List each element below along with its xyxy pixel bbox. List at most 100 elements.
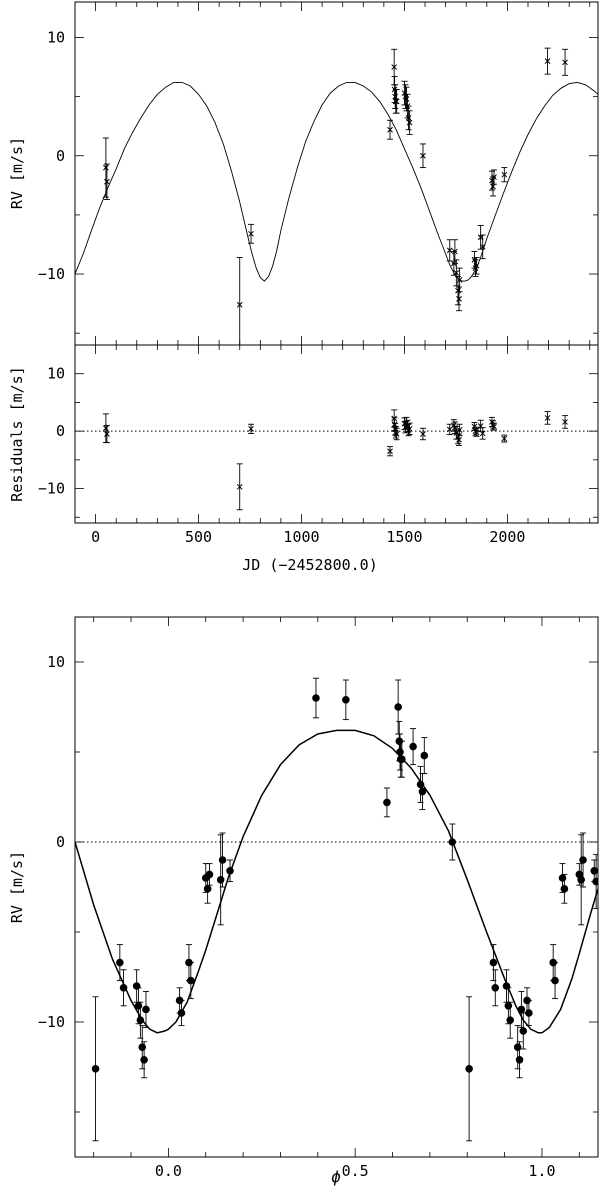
point-marker [473, 262, 480, 269]
phase-y-axis-label: RV [m/s] [8, 851, 26, 923]
rv-time-data-point [387, 119, 394, 140]
residuals-x-tick-label: 0 [91, 528, 100, 546]
rv-time-frame [74, 1, 599, 346]
residuals-x-tick-label: 500 [185, 528, 212, 546]
rv-time-data-point [489, 176, 496, 197]
rv-time-y-tick-label: −10 [38, 265, 65, 283]
phase-data-point [592, 854, 598, 910]
phase-data-point [312, 677, 320, 719]
residuals-x-tick-label: 2000 [489, 528, 525, 546]
point-marker [403, 96, 410, 102]
point-marker [519, 1027, 528, 1035]
point-marker [501, 435, 508, 442]
point-marker [448, 838, 457, 846]
point-marker [515, 1056, 524, 1064]
point-marker [398, 755, 406, 764]
point-marker [465, 1065, 473, 1073]
residuals-x-tick-label: 1500 [386, 528, 422, 546]
point-marker [517, 1005, 526, 1014]
residuals-panel: Residuals [m/s] JD (−2452800.0) −10 0 10 0 5… [8, 344, 599, 574]
phase-data-point [465, 996, 473, 1142]
rv-time-data-point [456, 286, 463, 312]
phase-data-point [560, 873, 569, 904]
phase-data-point [142, 990, 150, 1028]
phase-panel: RV [m/s] ϕ −10 0 10 0.0 0.5 1.0 [8, 616, 599, 1186]
point-marker [342, 696, 350, 704]
point-marker [506, 1016, 515, 1025]
phase-data-point [398, 740, 406, 778]
point-marker [456, 427, 463, 433]
phase-data-point [140, 1041, 148, 1079]
residuals-y-tick-label: 10 [47, 365, 65, 383]
phase-data-point [448, 823, 457, 861]
point-marker [119, 984, 128, 992]
point-marker [393, 431, 400, 437]
rv-time-data-point [102, 137, 109, 198]
residuals-y-tick-label: −10 [38, 480, 65, 498]
point-marker [248, 425, 254, 432]
residuals-data-point [456, 423, 463, 437]
phase-frame [74, 616, 599, 1158]
phase-data-point [91, 996, 100, 1142]
point-marker [136, 1016, 145, 1025]
rv-time-data-point [491, 169, 498, 185]
point-marker [409, 742, 417, 751]
phase-fit-curve [75, 729, 598, 1034]
phase-data-point [394, 679, 402, 735]
point-marker [456, 296, 462, 302]
point-marker [142, 1005, 150, 1014]
rv-time-data-point [473, 257, 480, 275]
point-marker [491, 174, 497, 180]
rv-time-data-point [236, 257, 243, 345]
point-marker [104, 431, 110, 437]
point-marker [392, 429, 399, 436]
phase-data-point [515, 1041, 524, 1079]
residuals-data-point [544, 411, 551, 425]
phase-data-point [119, 969, 128, 1007]
point-marker [418, 787, 427, 796]
point-marker [579, 856, 587, 864]
rv-time-panel: RV [m/s] −10 0 10 [8, 1, 599, 346]
phase-x-axis-label: ϕ [331, 1167, 341, 1186]
residuals-data-point [419, 427, 426, 441]
residuals-data-point [446, 423, 453, 436]
residuals-y-axis-label: Residuals [m/s] [8, 366, 26, 501]
residuals-data-point [479, 427, 486, 440]
point-marker [248, 230, 254, 237]
point-marker [394, 703, 402, 711]
point-marker [456, 436, 462, 443]
rv-time-y-axis-label: RV [m/s] [8, 137, 26, 209]
phase-data-point [525, 999, 533, 1027]
residuals-data-point [450, 419, 457, 432]
point-marker [544, 58, 551, 64]
residuals-x-axis-label: JD (−2452800.0) [242, 556, 377, 574]
rv-time-y-tick-label: 10 [47, 28, 65, 46]
phase-data-point [187, 962, 195, 1000]
point-marker [592, 877, 598, 886]
point-marker [91, 1065, 100, 1073]
residuals-y-tick-label: 0 [56, 422, 65, 440]
rv-time-data-point [248, 223, 255, 244]
phase-y-tick-label: 10 [47, 653, 65, 671]
point-marker [489, 958, 498, 967]
point-marker [116, 958, 124, 967]
rv-time-data-point [406, 110, 413, 135]
phase-data-point [579, 832, 587, 888]
point-marker [420, 431, 426, 437]
phase-x-tick-label: 0.0 [155, 1162, 182, 1180]
point-marker [405, 115, 412, 121]
point-marker [420, 751, 429, 760]
point-marker [393, 98, 400, 105]
rv-time-data-point [393, 89, 400, 114]
phase-data-point [116, 944, 124, 982]
point-marker [391, 421, 398, 428]
rv-time-data-point [419, 143, 426, 169]
residuals-data-point [562, 415, 569, 429]
point-marker [205, 870, 214, 879]
phase-data-point [342, 679, 350, 721]
rv-time-data-point [544, 47, 551, 75]
phase-data-point [205, 863, 214, 886]
rv-time-fit-curve [75, 81, 598, 282]
rv-time-data-point [456, 267, 463, 293]
